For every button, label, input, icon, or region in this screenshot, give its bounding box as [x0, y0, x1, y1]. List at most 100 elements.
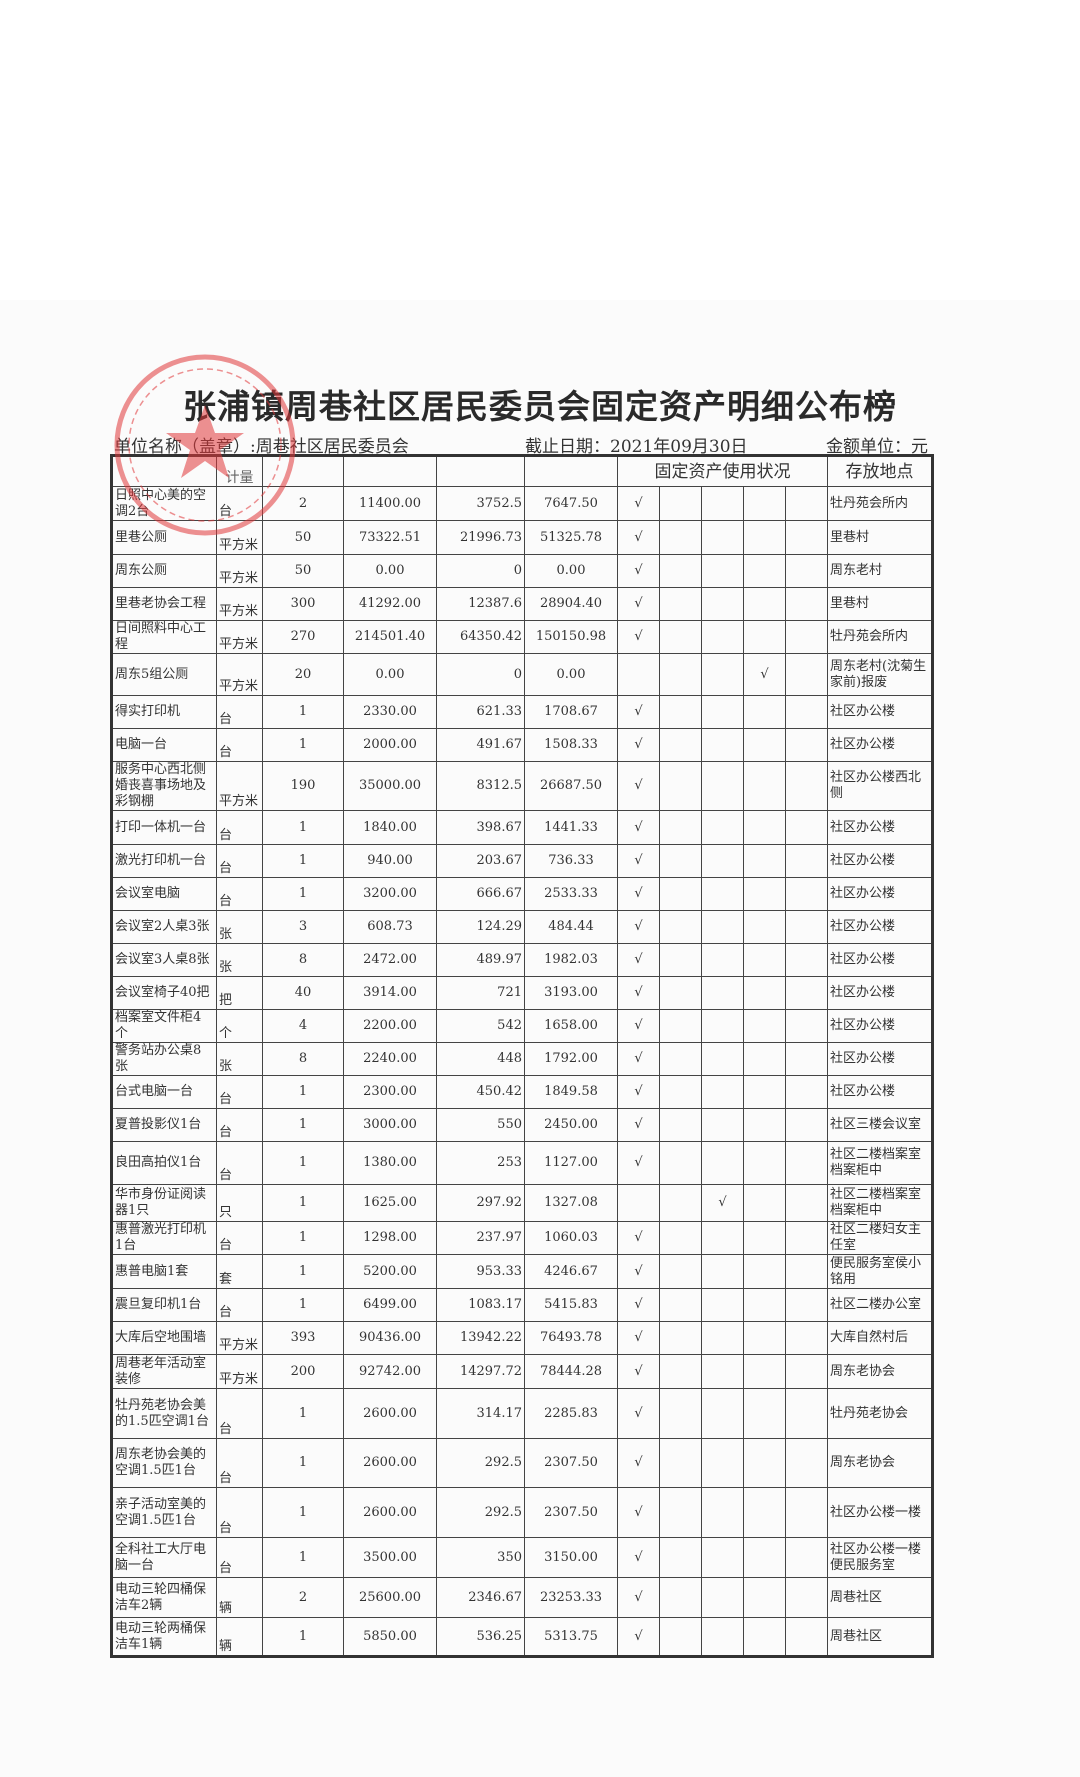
table-row: 华市身份证阅读器1只只 1 1625.00 297.92 1327.08 √ 社区二楼档案室… [111, 1184, 933, 1222]
status-cell: √ [617, 877, 660, 911]
asset-unit: 平方米 [216, 653, 263, 696]
asset-name: 震旦复印机1台 [111, 1288, 217, 1322]
status-cell [743, 1075, 786, 1109]
status-cell: √ [617, 1221, 660, 1255]
status-cell [785, 844, 828, 878]
table-row: 得实打印机台 1 2330.00 621.33 1708.67 √ 社区办公楼 [111, 695, 933, 729]
asset-depreciation: 450.42 [436, 1075, 525, 1109]
check-mark-icon: √ [634, 1155, 643, 1170]
asset-name: 夏普投影仪1台 [111, 1108, 217, 1142]
asset-name: 激光打印机一台 [111, 844, 217, 878]
asset-depreciation: 203.67 [436, 844, 525, 878]
asset-location: 周巷社区 [827, 1577, 933, 1618]
asset-depreciation: 292.5 [436, 1438, 525, 1488]
header-location: 存放地点 [827, 455, 933, 487]
status-cell [701, 1221, 744, 1255]
status-cell [659, 976, 702, 1010]
status-cell [785, 1141, 828, 1185]
check-mark-icon: √ [634, 1117, 643, 1132]
status-cell [743, 1537, 786, 1578]
check-mark-icon: √ [634, 1230, 643, 1245]
status-cell: √ [617, 844, 660, 878]
status-cell [743, 1108, 786, 1142]
table-row: 震旦复印机1台台 1 6499.00 1083.17 5415.83 √ 社区二楼办公室 [111, 1288, 933, 1322]
status-cell [785, 1221, 828, 1255]
asset-quantity: 50 [262, 554, 344, 588]
status-cell: √ [617, 695, 660, 729]
asset-original-value: 2330.00 [343, 695, 437, 729]
asset-original-value: 25600.00 [343, 1577, 437, 1618]
table-row: 里巷公厕 平方米 50 73322.51 21996.73 51325.78 √ 里巷村 [111, 520, 933, 555]
status-cell [659, 728, 702, 762]
table-row: 周巷老年活动室装修 平方米 200 92742.00 14297.72 78444.28 √… [111, 1354, 933, 1389]
asset-unit: 平方米 [216, 1321, 263, 1355]
header-depreciation [436, 455, 525, 487]
status-cell [743, 910, 786, 944]
asset-depreciation: 297.92 [436, 1184, 525, 1222]
status-cell [701, 943, 744, 977]
asset-net-value: 1508.33 [524, 728, 618, 762]
status-cell [785, 1487, 828, 1538]
status-cell [743, 620, 786, 654]
asset-location: 牡丹苑会所内 [827, 486, 933, 521]
asset-quantity: 4 [262, 1009, 344, 1043]
asset-original-value: 2600.00 [343, 1487, 437, 1538]
status-cell: √ [617, 486, 660, 521]
status-cell [701, 695, 744, 729]
asset-depreciation: 14297.72 [436, 1354, 525, 1389]
status-cell [701, 1617, 744, 1657]
status-cell [617, 1184, 660, 1222]
status-cell [659, 1075, 702, 1109]
status-cell [659, 486, 702, 521]
asset-unit: 台 [216, 844, 263, 878]
check-mark-icon: √ [634, 1504, 643, 1520]
check-mark-icon: √ [634, 1363, 643, 1379]
status-cell [785, 810, 828, 845]
asset-original-value: 5200.00 [343, 1254, 437, 1289]
asset-unit: 只 [216, 1184, 263, 1222]
table-row: 大库后空地围墙 平方米 393 90436.00 13942.22 76493.78 √ 大库… [111, 1321, 933, 1355]
asset-original-value: 92742.00 [343, 1354, 437, 1389]
check-mark-icon: √ [634, 1018, 643, 1033]
table-header-row: 计量 固定资产使用状况 存放地点 [111, 455, 933, 487]
status-cell [701, 1354, 744, 1389]
status-cell [701, 976, 744, 1010]
table-row: 会议室电脑台 1 3200.00 666.67 2533.33 √ 社区办公楼 [111, 877, 933, 911]
status-cell [743, 1221, 786, 1255]
status-cell [743, 844, 786, 878]
asset-name: 里巷公厕 [111, 520, 217, 555]
check-mark-icon: √ [634, 1330, 643, 1345]
asset-unit: 平方米 [216, 587, 263, 621]
table-row: 牡丹苑老协会美的1.5匹空调1台台 1 2600.00 314.17 2285.83 √ 牡… [111, 1388, 933, 1439]
asset-unit: 台 [216, 728, 263, 762]
status-cell [743, 1354, 786, 1389]
status-cell: √ [617, 1487, 660, 1538]
asset-unit: 台 [216, 1288, 263, 1322]
asset-name: 会议室椅子40把 [111, 976, 217, 1010]
asset-original-value: 90436.00 [343, 1321, 437, 1355]
asset-net-value: 28904.40 [524, 587, 618, 621]
status-cell [785, 587, 828, 621]
check-mark-icon: √ [718, 1195, 727, 1210]
asset-location: 社区办公楼西北侧 [827, 761, 933, 811]
check-mark-icon: √ [634, 985, 643, 1000]
asset-location: 社区办公楼 [827, 1042, 933, 1076]
status-cell [785, 695, 828, 729]
asset-original-value: 608.73 [343, 910, 437, 944]
asset-name: 周东老协会美的空调1.5匹1台 [111, 1438, 217, 1488]
check-mark-icon: √ [634, 1405, 643, 1421]
status-cell [659, 844, 702, 878]
asset-unit: 台 [216, 1108, 263, 1142]
status-cell: √ [617, 620, 660, 654]
asset-location: 社区办公楼 [827, 910, 933, 944]
table-row: 会议室2人桌3张张 3 608.73 124.29 484.44 √ 社区办公楼 [111, 910, 933, 944]
status-cell [785, 1354, 828, 1389]
asset-quantity: 300 [262, 587, 344, 621]
asset-location: 大库自然村后 [827, 1321, 933, 1355]
status-cell [743, 877, 786, 911]
check-mark-icon: √ [634, 1051, 643, 1066]
cutoff-date: 截止日期：2021年09月30日 [525, 437, 748, 457]
check-mark-icon: √ [634, 819, 643, 835]
asset-name: 亲子活动室美的空调1.5匹1台 [111, 1487, 217, 1538]
asset-name: 华市身份证阅读器1只 [111, 1184, 217, 1222]
